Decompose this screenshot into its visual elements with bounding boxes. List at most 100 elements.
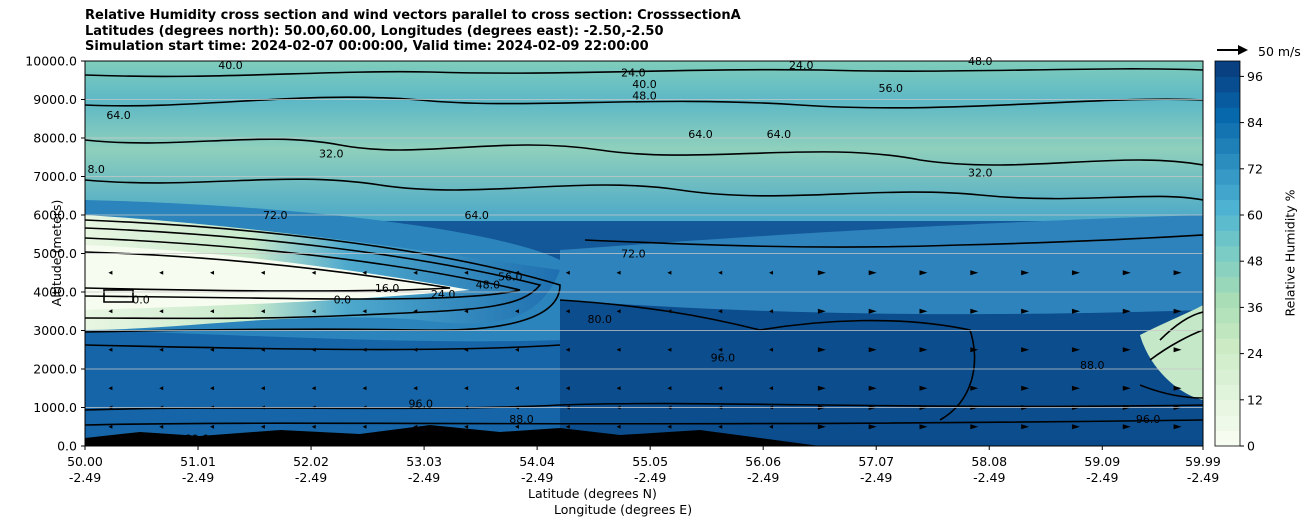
wind-arrow [769,309,774,314]
wind-arrow [362,386,367,391]
wind-arrow [1071,347,1080,353]
wind-arrow [667,386,672,391]
contour-label: 24.0 [789,59,814,72]
wind-arrow [1173,308,1182,314]
wind-arrow [210,424,215,429]
wind-arrow [1021,347,1030,353]
wind-arrow [1021,270,1030,276]
wind-arrow [311,309,316,314]
wind-arrow [718,386,723,391]
wind-arrow [1071,385,1080,391]
wind-arrow [260,309,265,314]
wind-arrow [565,386,570,391]
wind-arrow [919,347,928,353]
contour-label: 0.0 [132,294,150,307]
contour-label: 64.0 [464,209,489,222]
wind-arrow [1071,424,1080,430]
y-tick-label: 1000.0 [33,400,77,415]
wind-arrow [1122,347,1131,353]
contour-label: 32.0 [968,167,993,180]
wind-arrow [1122,270,1131,276]
wind-arrow [514,386,519,391]
contour-label: 56.0 [498,271,523,284]
wind-arrow [260,386,265,391]
wind-arrow [1122,385,1131,391]
wind-arrow [565,424,570,429]
wind-arrow [919,385,928,391]
wind-arrow [514,309,519,314]
wind-arrow [919,308,928,314]
wind-arrow [565,347,570,352]
wind-arrow [210,386,215,391]
wind-arrow [868,424,877,430]
contour-label: 80.0 [185,432,210,445]
wind-arrow [260,424,265,429]
wind-arrow [769,386,774,391]
wind-arrow [817,270,826,276]
x-tick-label-lat: 53.03 [406,454,442,469]
contour-label: 0.0 [334,294,352,307]
x-tick-label-lon: -2.49 [521,470,553,485]
wind-arrow [413,270,418,275]
chart-title: Relative Humidity cross section and wind… [85,8,741,55]
x-tick-label-lat: 57.07 [858,454,894,469]
y-tick-label: 8000.0 [33,131,77,146]
wind-arrow [108,270,113,275]
colorbar-band [1215,261,1240,278]
x-tick-label-lat: 55.05 [632,454,668,469]
colorbar-band [1215,91,1240,108]
y-tick-label: 10000.0 [25,54,77,69]
wind-arrow [464,309,469,314]
contour-label: 48.0 [632,90,657,103]
wind-arrow [108,386,113,391]
x-tick-label-lat: 52.02 [293,454,329,469]
colorbar-band [1215,415,1240,432]
wind-arrow [970,385,979,391]
contour-label: 32.0 [319,147,344,160]
wind-arrow [1021,385,1030,391]
wind-arrow [159,309,164,314]
wind-arrow [769,270,774,275]
wind-arrow [210,309,215,314]
colorbar-band [1215,230,1240,247]
wind-arrow [769,424,774,429]
wind-arrow [919,270,928,276]
wind-arrow [210,347,215,352]
wind-arrow [159,347,164,352]
colorbar-tick-label: 84 [1247,115,1263,130]
y-tick-label: 2000.0 [33,362,77,377]
wind-arrow [565,309,570,314]
contour-label: 96.0 [1136,413,1161,426]
x-axis: 50.00-2.4951.01-2.4952.02-2.4953.03-2.49… [67,446,1221,485]
colorbar-label: Relative Humidity % [1282,189,1298,317]
wind-arrow [868,385,877,391]
colorbar-tick-label: 48 [1247,254,1263,269]
wind-arrow [514,424,519,429]
colorbar-band [1215,76,1240,93]
x-tick-label-lat: 54.04 [519,454,555,469]
wind-arrow [718,347,723,352]
wind-arrow [159,270,164,275]
colorbar-band [1215,338,1240,355]
colorbar-tick-label: 60 [1247,208,1263,223]
wind-arrow [817,385,826,391]
wind-arrow [817,347,826,353]
contour-label: 24.0 [431,288,456,301]
wind-arrow [616,347,621,352]
wind-arrow [413,386,418,391]
colorbar-tick-label: 12 [1247,392,1263,407]
contour-label: 40.0 [632,78,657,91]
contour-label: 48.0 [476,278,501,291]
wind-arrow [868,347,877,353]
wind-arrow [260,270,265,275]
x-tick-label-lat: 59.09 [1084,454,1120,469]
wind-arrow [970,270,979,276]
wind-arrow [718,424,723,429]
contour-label: 64.0 [106,109,131,122]
y-axis-label: Altitude (meters) [48,199,64,307]
x-tick-label-lat: 56.06 [745,454,781,469]
colorbar-tick-label: 24 [1247,346,1263,361]
x-tick-label-lon: -2.49 [69,470,101,485]
wind-arrow [919,424,928,430]
